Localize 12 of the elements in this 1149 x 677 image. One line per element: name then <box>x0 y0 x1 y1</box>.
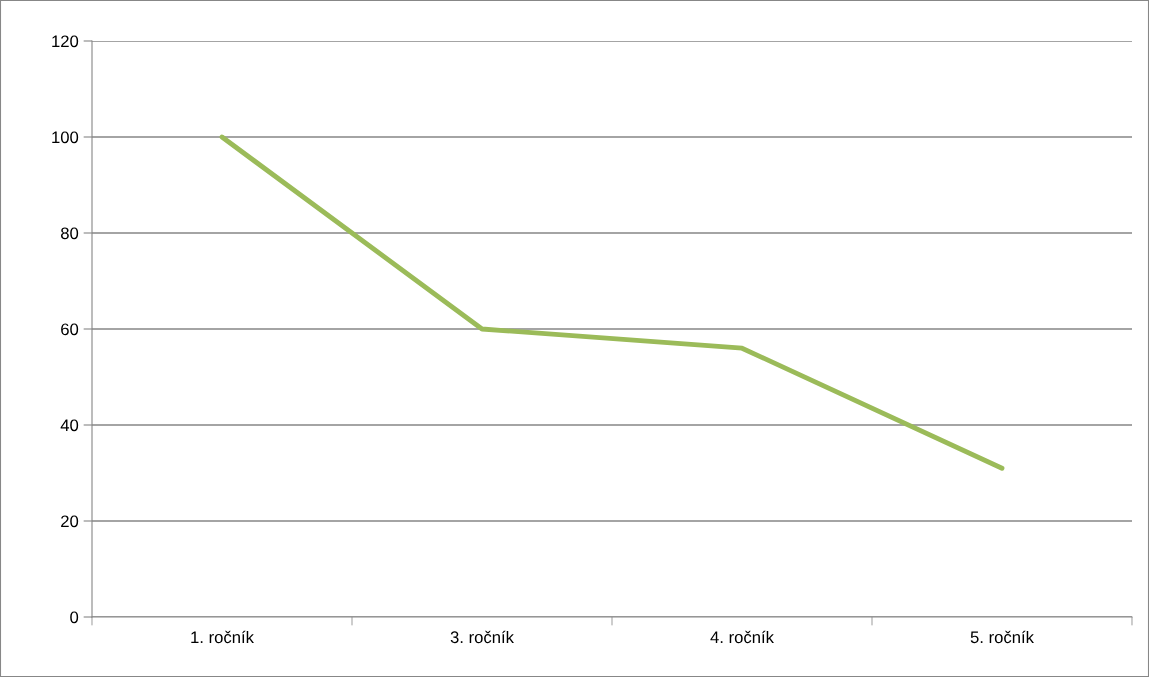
y-tick-label: 20 <box>61 515 79 528</box>
y-tick-label: 40 <box>60 419 79 432</box>
x-tick-label: 3. ročník <box>450 630 514 644</box>
x-tick-label: 5. ročník <box>970 630 1034 644</box>
y-tick-label: 0 <box>70 611 79 624</box>
x-tick-label: 1. ročník <box>191 630 254 644</box>
line-series <box>219 134 1005 471</box>
y-tick-label: 100 <box>52 131 79 144</box>
y-tick-label: 120 <box>52 35 79 48</box>
y-tick-label: 60 <box>61 323 79 336</box>
y-tick-label: 80 <box>60 227 79 240</box>
x-tick-label: 4. ročník <box>710 630 774 644</box>
